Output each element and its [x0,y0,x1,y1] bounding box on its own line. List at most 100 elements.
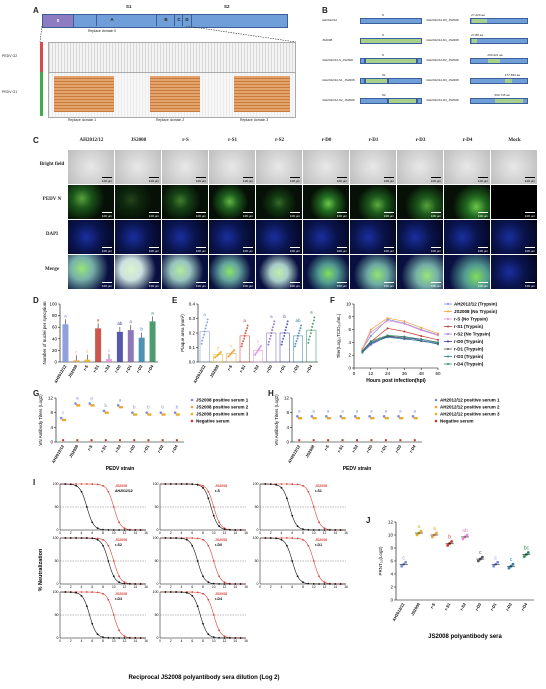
c-row-label: Bright field [39,162,65,167]
data-point [511,562,515,566]
b-right-bar [470,78,528,84]
data-point [297,334,299,337]
curve-point [102,484,104,487]
x-tick-label: 6 [91,639,93,643]
curve-point [285,497,288,500]
x-tick-label: 8 [102,531,104,535]
curve-point [239,529,242,531]
curve-point [91,483,94,485]
x-tick-label: 12 [223,531,227,535]
curve-point [202,622,204,625]
b-bar-segment [387,98,418,104]
y-tick-label: 100 [53,482,59,486]
x-axis-label: PEDV strain [343,466,372,472]
x-tick-label: 2 [270,585,272,589]
data-point [297,416,301,420]
bar [106,359,112,362]
c-column-header: r-S2 [275,138,284,143]
curve-point [196,560,199,562]
curve-point [85,605,88,608]
significance-letter: c [510,557,513,563]
data-point [328,416,332,420]
curve-point [91,591,94,593]
curve-point [102,592,104,595]
data-point [243,334,246,337]
significance-letter: c [108,348,111,353]
c-column-header: r-D0 [321,138,332,143]
curve-point [112,529,115,531]
b-bar-segment [417,98,422,104]
scale-bar-label: 100 μm [336,177,348,183]
data-point [370,439,373,442]
y-tick-label: 4 [348,340,351,345]
data-point [232,349,235,352]
b-right-bar [470,58,528,64]
data-point [267,343,270,346]
data-point [203,333,206,336]
micrograph-cell: 100 μm [162,150,208,184]
data-point [404,560,408,564]
curve-point [96,537,99,540]
x-tick-label: 4 [181,585,183,589]
micrograph-cell: 100 μm [68,255,114,289]
curve-point [96,538,99,541]
data-point [446,544,450,547]
scale-bar-label: 100 μm [289,247,301,253]
curve-point [169,537,172,539]
b-bar-segment [360,58,365,64]
legend-label: r-D0 (Trypsin) [454,339,484,344]
scale-bar-label: 100 μm [477,212,489,218]
significance-letter: b [283,314,286,319]
micrograph-cell: 100 μm [209,150,255,184]
x-axis-label: Hours post infection(hpi) [366,378,426,384]
legend-label: r-S1 [315,489,322,493]
data-point [295,340,298,343]
curve-point [80,591,83,593]
data-point [400,416,404,420]
data-point [202,336,205,339]
curve-point [285,483,288,485]
curve-point [164,591,167,593]
curve-point [180,483,183,485]
data-point [312,319,315,322]
legend-label: r-S2 (No Trypsin) [454,332,491,337]
legend-label: r-S2 [115,543,122,547]
scale-bar-label: 100 μm [101,177,113,183]
data-point [242,340,245,343]
significance-letter: c [257,339,260,344]
b-left-bar [360,78,422,84]
data-point [132,413,136,416]
panel-letter-a: A [33,6,39,15]
significance-letter: a [298,408,301,413]
significance-letter: a [243,318,246,323]
x-tick-label: 8 [302,585,304,589]
curve-point [207,633,210,636]
c-row-label: PEDV N [42,197,62,202]
b-bar-segment [360,98,388,104]
series-point [403,322,406,325]
significance-letter: c [62,410,65,415]
y-tick-label: 0.1 [189,345,196,350]
y-tick-label: 100 [153,590,159,594]
curve-point [234,529,237,531]
panel-letter-h: H [268,389,274,398]
scale-bar-label: 100 μm [148,282,160,288]
significance-letter: c [217,345,220,350]
data-point [63,418,67,422]
scale-bar-label: 100 μm [430,177,442,183]
data-point [311,325,314,328]
micrograph-cell: 100 μm [397,185,443,219]
curve-point [107,636,110,639]
data-point [161,439,164,442]
b-right-bar [470,18,528,24]
panel-c-image-grid: AH2012/12 JS2008 r-S r-S1 r-S2 r-D0 r-D1 r-D3 r-… [38,136,540,292]
micrograph-cell: 100 μm [491,185,537,219]
data-point [308,335,311,338]
x-tick-label: 6 [91,585,93,589]
c-row-label: DAPI [45,232,59,237]
micrograph-cell: 100 μm [397,255,443,289]
data-point [434,531,438,535]
